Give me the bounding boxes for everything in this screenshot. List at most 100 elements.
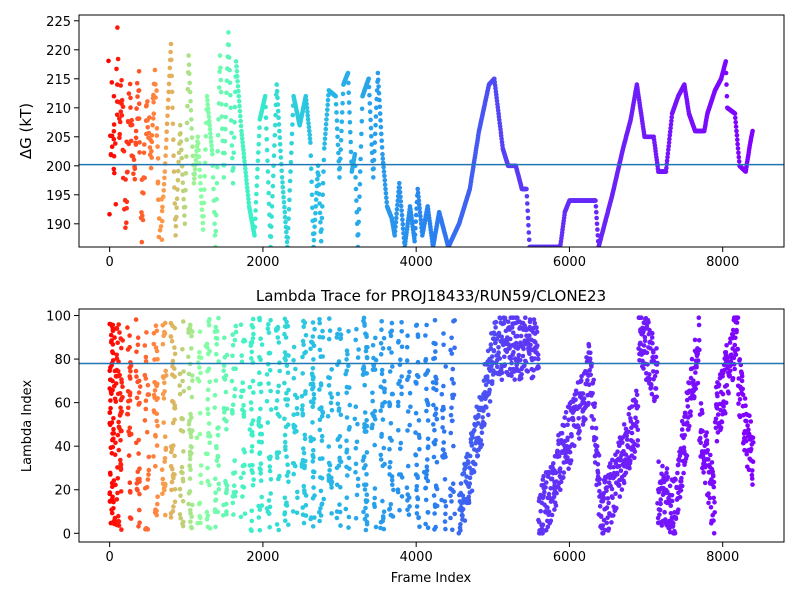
lambda-point <box>391 487 396 493</box>
delta-g-point <box>665 151 671 156</box>
delta-g-point <box>736 150 741 156</box>
lambda-point <box>291 358 296 363</box>
lambda-point <box>127 398 133 403</box>
lambda-point <box>460 506 466 512</box>
lambda-point <box>291 412 297 418</box>
lambda-point <box>381 445 387 451</box>
delta-g-point <box>321 146 327 151</box>
lambda-point <box>649 391 655 397</box>
delta-g-point <box>345 70 351 76</box>
delta-g-point <box>165 105 171 111</box>
lambda-point <box>434 459 440 465</box>
lambda-point <box>168 334 174 340</box>
lambda-point <box>546 509 552 514</box>
lambda-point <box>257 316 262 321</box>
lambda-point <box>232 386 238 392</box>
lambda-point <box>388 512 394 518</box>
lambda-point <box>110 431 115 436</box>
lambda-point <box>161 420 166 425</box>
lambda-point <box>308 516 314 522</box>
lambda-point <box>232 493 238 499</box>
lambda-point <box>212 405 217 411</box>
lambda-point <box>733 352 739 357</box>
lambda-chart-title: Lambda Trace for PROJ18433/RUN59/CLONE23 <box>256 287 606 305</box>
lambda-point <box>363 498 369 503</box>
delta-g-point <box>254 183 260 188</box>
lambda-point <box>223 373 229 378</box>
lambda-point <box>155 423 160 429</box>
lambda-point <box>344 415 350 420</box>
delta-g-point <box>305 117 311 122</box>
lambda-point <box>432 441 438 447</box>
delta-g-point <box>124 205 129 211</box>
delta-g-point <box>198 180 203 186</box>
delta-g-point <box>379 138 385 143</box>
delta-g-point <box>526 237 532 243</box>
lambda-point <box>743 403 748 409</box>
lambda-point <box>397 507 402 513</box>
lambda-point <box>110 322 116 328</box>
lambda-point <box>146 454 152 460</box>
lambda-point <box>224 487 230 492</box>
delta-g-point <box>381 169 387 174</box>
lambda-point <box>231 366 236 372</box>
lambda-point <box>250 316 256 322</box>
lambda-point <box>113 373 119 379</box>
delta-g-point <box>150 122 155 128</box>
lambda-point <box>152 388 158 393</box>
lambda-point <box>621 449 626 454</box>
lambda-point <box>258 461 264 467</box>
lambda-point <box>347 385 352 390</box>
delta-g-point <box>140 217 146 223</box>
lambda-point <box>430 380 436 385</box>
delta-g-point <box>197 174 203 179</box>
lambda-point <box>657 507 663 513</box>
lambda-point <box>440 415 446 421</box>
lambda-point <box>160 476 166 482</box>
lambda-point <box>479 430 485 436</box>
lambda-point <box>327 475 332 481</box>
lambda-y-axis-label: Lambda Index <box>20 380 35 473</box>
lambda-point <box>425 525 431 530</box>
lambda-point <box>662 509 667 515</box>
delta-g-point <box>415 186 421 192</box>
lambda-point <box>433 349 438 354</box>
lambda-point <box>207 440 212 446</box>
lambda-point <box>590 391 595 396</box>
delta-g-point <box>369 134 374 139</box>
delta-g-point <box>325 97 331 103</box>
delta-g-point <box>526 223 531 228</box>
lambda-point <box>180 378 185 384</box>
lambda-point <box>248 340 254 345</box>
lambda-point <box>484 405 489 410</box>
delta-g-point <box>159 208 165 214</box>
delta-g-point <box>175 178 181 183</box>
lambda-point <box>552 507 557 512</box>
lambda-point <box>405 507 410 513</box>
delta-g-point <box>278 155 284 160</box>
lambda-y-tick-label: 60 <box>54 397 71 412</box>
delta-g-point <box>593 198 598 203</box>
lambda-point <box>205 387 211 393</box>
lambda-point <box>310 404 316 410</box>
lambda-point <box>188 444 193 449</box>
delta-g-point <box>373 114 379 119</box>
lambda-point <box>619 487 625 492</box>
lambda-point <box>114 497 120 502</box>
delta-g-point <box>210 175 216 180</box>
lambda-point <box>388 421 394 426</box>
delta-g-point <box>253 216 258 222</box>
lambda-point <box>205 451 210 457</box>
lambda-point <box>441 331 446 336</box>
lambda-point <box>604 488 609 494</box>
lambda-point <box>115 340 120 346</box>
lambda-point <box>153 432 158 438</box>
delta-g-point <box>200 220 206 226</box>
lambda-point <box>326 383 332 388</box>
lambda-point <box>434 485 439 490</box>
delta-g-point <box>224 90 229 96</box>
delta-g-point <box>203 147 208 152</box>
lambda-point <box>452 511 458 517</box>
lambda-point <box>198 515 203 521</box>
lambda-point <box>221 368 226 374</box>
